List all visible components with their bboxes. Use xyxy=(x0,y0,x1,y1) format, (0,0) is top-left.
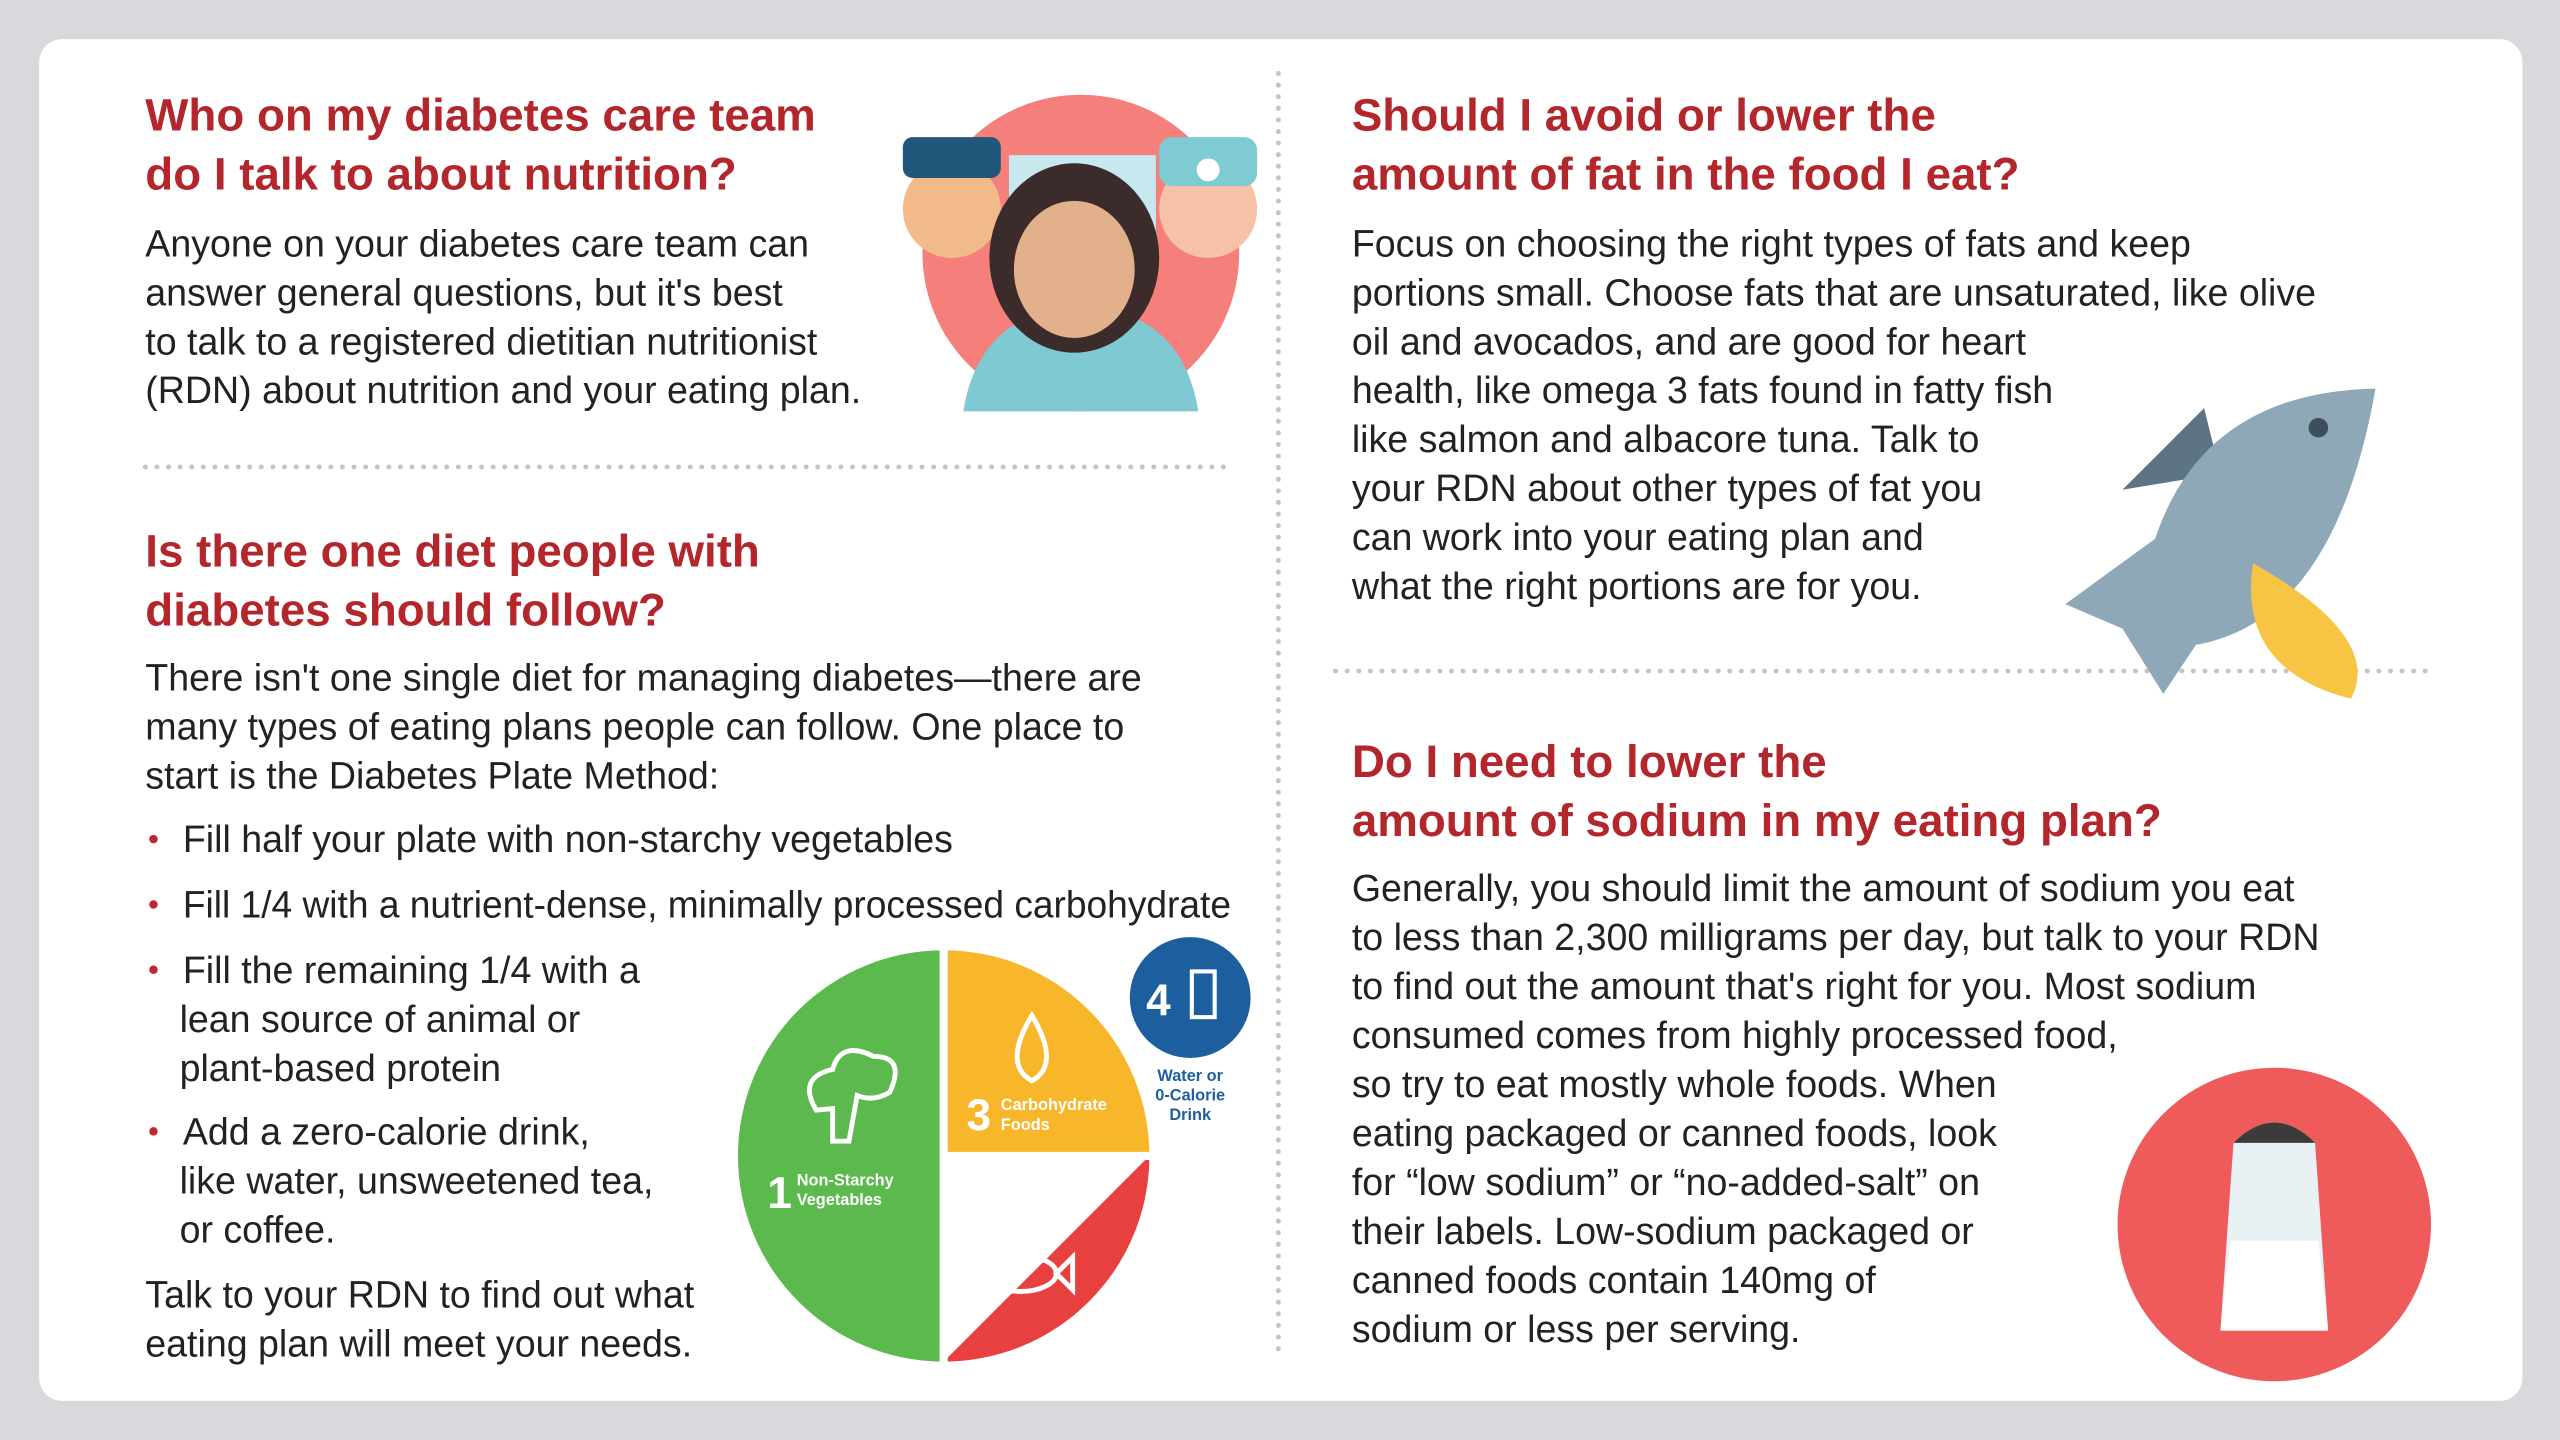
body-text: many types of eating plans people can fo… xyxy=(145,706,1124,748)
body-text: what the right portions are for you. xyxy=(1351,565,1922,607)
plate-number: 2 xyxy=(967,1182,992,1231)
plate-label: Non-Starchy xyxy=(797,1171,894,1189)
body-text: canned foods contain 140mg of xyxy=(1352,1259,1877,1301)
plate-label: Protein xyxy=(1001,1188,1057,1206)
body-text: to less than 2,300 milligrams per day, b… xyxy=(1352,916,2320,958)
plate-number: 1 xyxy=(767,1169,792,1218)
care-team-icon xyxy=(902,94,1258,412)
body-text: Generally, you should limit the amount o… xyxy=(1352,867,2295,909)
bullet-text: like water, unsweetened tea, xyxy=(180,1159,654,1201)
body-text: (RDN) about nutrition and your eating pl… xyxy=(145,369,861,411)
plate-label: Vegetables xyxy=(797,1191,882,1209)
body-text: like salmon and albacore tuna. Talk to xyxy=(1352,418,1980,460)
section-title: do I talk to about nutrition? xyxy=(145,148,737,199)
body-text: health, like omega 3 fats found in fatty… xyxy=(1352,369,2053,411)
plate-label: Drink xyxy=(1169,1106,1212,1124)
bullet-text: or coffee. xyxy=(180,1208,336,1250)
bullet-dot xyxy=(149,965,158,975)
plate-icons xyxy=(806,1010,1076,1296)
closing-text: Talk to your RDN to find out what xyxy=(145,1274,694,1316)
salt-icon xyxy=(2117,1067,2432,1382)
body-text: can work into your eating plan and xyxy=(1352,516,1924,558)
body-text: start is the Diabetes Plate Method: xyxy=(145,755,719,797)
fish-icon xyxy=(2065,388,2376,699)
section-title: diabetes should follow? xyxy=(145,584,666,635)
body-text: portions small. Choose fats that are uns… xyxy=(1352,271,2316,313)
plate-vegetables xyxy=(737,950,944,1362)
body-text: to talk to a registered dietitian nutrit… xyxy=(145,320,818,362)
bullet-text: plant-based protein xyxy=(180,1047,501,1089)
body-text: for “low sodium” or “no-added-salt” on xyxy=(1352,1161,1980,1203)
body-text: your RDN about other types of fat you xyxy=(1352,467,1982,509)
body-text: eating packaged or canned foods, look xyxy=(1352,1112,1997,1154)
bullet-text: Add a zero-calorie drink, xyxy=(183,1110,590,1152)
bullet-text: Fill 1/4 with a nutrient-dense, minimall… xyxy=(183,884,1231,926)
bullet-text: Fill half your plate with non-starchy ve… xyxy=(183,818,953,860)
bullet-text: lean source of animal or xyxy=(180,998,581,1040)
plate-number: 3 xyxy=(967,1091,992,1140)
plate-label: Foods xyxy=(1001,1207,1050,1225)
body-text: sodium or less per serving. xyxy=(1352,1308,1801,1350)
section-title: Is there one diet people with xyxy=(145,526,760,577)
body-text: to find out the amount that's right for … xyxy=(1352,965,2257,1007)
body-text: Anyone on your diabetes care team can xyxy=(145,222,809,264)
section-title: Do I need to lower the xyxy=(1352,736,1827,787)
closing-text: eating plan will meet your needs. xyxy=(145,1323,692,1365)
section-title: Should I avoid or lower the xyxy=(1352,90,1936,141)
plate-label: Carbohydrate xyxy=(1001,1096,1107,1114)
body-text: There isn't one single diet for managing… xyxy=(145,657,1141,699)
section-title: amount of fat in the food I eat? xyxy=(1352,148,2020,199)
plate-number: 4 xyxy=(1146,977,1171,1026)
section-title: Who on my diabetes care team xyxy=(145,90,816,141)
section-title: amount of sodium in my eating plan? xyxy=(1352,795,2162,846)
body-text: consumed comes from highly processed foo… xyxy=(1352,1014,2118,1056)
body-text: answer general questions, but it's best xyxy=(145,271,783,313)
body-text: Focus on choosing the right types of fat… xyxy=(1352,222,2191,264)
card xyxy=(39,39,2523,1401)
bullet-text: Fill the remaining 1/4 with a xyxy=(183,949,640,991)
plate-label: Water or xyxy=(1157,1067,1223,1085)
body-text: their labels. Low-sodium packaged or xyxy=(1352,1210,1974,1252)
bullet-dot xyxy=(149,1127,158,1136)
body-text: so try to eat mostly whole foods. When xyxy=(1352,1063,1997,1105)
bullet-dot xyxy=(149,834,158,844)
dividers xyxy=(142,71,2431,1355)
plate-label: 0-Calorie xyxy=(1155,1086,1225,1104)
plate-label: Foods xyxy=(1001,1116,1050,1134)
bullet-dot xyxy=(149,900,158,909)
body-text: oil and avocados, and are good for heart xyxy=(1352,320,2027,362)
